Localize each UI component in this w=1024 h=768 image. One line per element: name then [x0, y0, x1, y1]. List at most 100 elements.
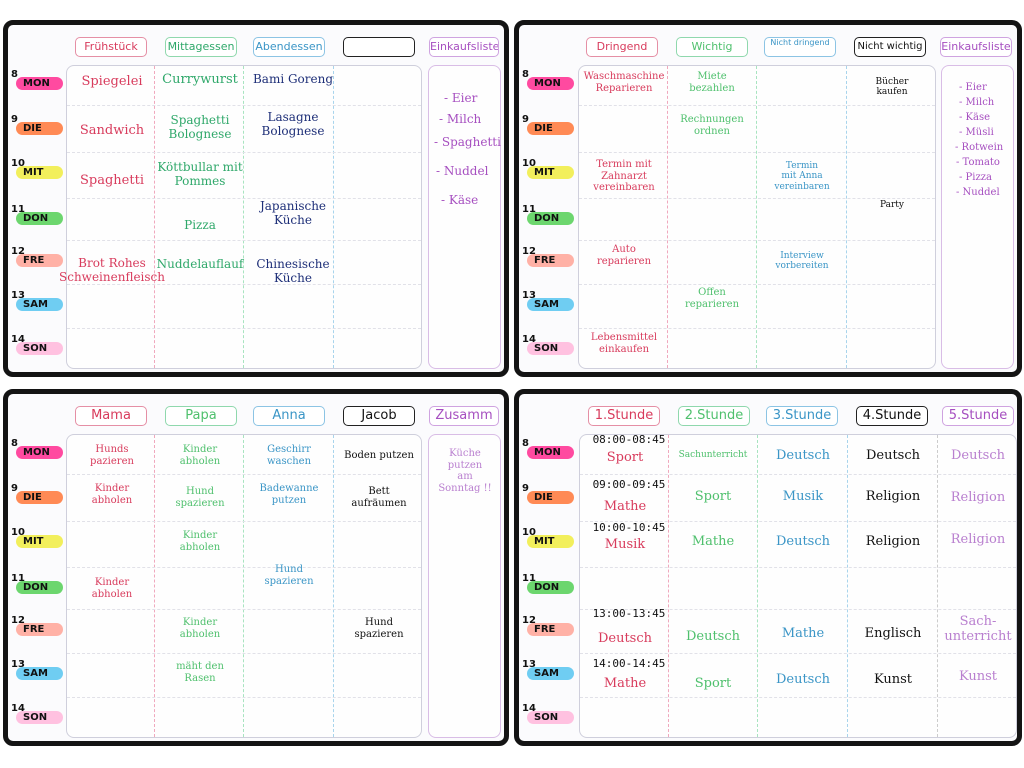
day-label-mon: 8 MON — [10, 438, 63, 460]
chores-grid — [66, 434, 422, 738]
dringend-mon: Waschmaschine Reparieren — [583, 71, 665, 94]
breakfast-mit: Spaghetti — [80, 173, 144, 188]
timetable-grid — [579, 434, 1017, 738]
nicht-wichtig-mon: Bücher kaufen — [875, 77, 909, 98]
papa-mit: Kinder abholen — [179, 530, 221, 553]
header-stunde-4: 4.Stunde — [856, 406, 928, 426]
header-stunde-3: 3.Stunde — [766, 406, 838, 426]
header-nicht-dringend: Nicht dringend — [764, 37, 836, 57]
s2-mit: Mathe — [691, 534, 735, 549]
header-stunde-5: 5.Stunde — [942, 406, 1014, 426]
list-item: - Eier — [959, 82, 987, 93]
mama-die: Kinder abholen — [91, 483, 133, 506]
time-sam: 14:00-14:45 — [592, 657, 666, 670]
breakfast-mon: Spiegelei — [81, 74, 143, 89]
list-item: - Müsli — [959, 127, 994, 138]
time-mit: 10:00-10:45 — [592, 521, 666, 534]
list-item: - Nuddel — [956, 187, 1000, 198]
together-panel — [428, 434, 501, 738]
day-label-die: 9 DIE — [521, 114, 574, 136]
anna-don: Hund spazieren — [264, 564, 314, 587]
lunch-mon: Currywurst — [162, 72, 238, 87]
day-label-mon: 8 MON — [521, 69, 574, 91]
header-einkaufsliste: Einkaufsliste — [940, 37, 1012, 57]
s4-fre: Englisch — [864, 626, 922, 641]
papa-mon: Kinder abholen — [179, 444, 221, 467]
header-fruehstueck: Frühstück — [75, 37, 147, 57]
list-item: - Spaghetti — [434, 135, 501, 149]
day-label-mit: 10 MIT — [521, 527, 574, 549]
s4-sam: Kunst — [873, 672, 913, 687]
nicht-dringend-mit: Termin mit Anna vereinbaren — [774, 161, 830, 192]
day-label-fre: 12 FRE — [10, 246, 63, 268]
day-label-sam: 13 SAM — [10, 290, 63, 312]
day-label-mon: 8 MON — [10, 69, 63, 91]
nicht-dringend-fre: Interview vorbereiten — [775, 251, 829, 272]
mama-mon: Hunds pazieren — [90, 444, 134, 467]
shopping-list-panel — [428, 65, 501, 369]
day-label-mon: 8 MON — [521, 438, 574, 460]
header-zusamm: Zusamm — [429, 406, 499, 426]
time-fre: 13:00-13:45 — [592, 607, 666, 620]
s5-sam: Kunst — [958, 669, 998, 684]
header-anna: Anna — [253, 406, 325, 426]
wichtig-mon: Miete bezahlen — [689, 71, 735, 94]
s2-die: Sport — [694, 489, 732, 504]
anna-die: Badewanne putzen — [259, 483, 319, 506]
list-item: - Milch — [439, 112, 482, 126]
s1-mon: Sport — [606, 450, 644, 465]
day-label-don: 11 DON — [521, 573, 574, 595]
day-label-mit: 10 MIT — [10, 158, 63, 180]
dringend-mit: Termin mit Zahnarzt vereinbaren — [593, 159, 655, 193]
s3-mon: Deutsch — [775, 448, 831, 463]
day-label-don: 11 DON — [521, 204, 574, 226]
day-label-son: 14 SON — [521, 703, 574, 725]
day-label-son: 14 SON — [10, 334, 63, 356]
breakfast-fre: Brot Rohes Schweinenfleisch — [59, 256, 165, 284]
list-item: - Käse — [959, 112, 991, 123]
day-label-die: 9 DIE — [10, 114, 63, 136]
header-dringend: Dringend — [586, 37, 658, 57]
list-item: - Eier — [444, 91, 478, 105]
day-label-son: 14 SON — [521, 334, 574, 356]
mama-don: Kinder abholen — [91, 577, 133, 600]
dinner-don: Japanische Küche — [259, 199, 327, 227]
shopping-list-panel — [941, 65, 1014, 369]
header-jacob: Jacob — [343, 406, 415, 426]
family-chores-board: Mama Papa Anna Jacob Zusamm 8 MON 9 DIE 10… — [3, 389, 509, 746]
nicht-wichtig-don: Party — [879, 200, 905, 210]
dringend-son: Lebensmittel einkaufen — [590, 332, 658, 355]
meal-planner-board: Frühstück Mittagessen Abendessen Einkauf… — [3, 20, 509, 377]
papa-sam: mäht den Rasen — [176, 661, 224, 684]
s1-sam: Mathe — [603, 676, 647, 691]
time-mon: 08:00-08:45 — [592, 433, 666, 446]
day-label-sam: 13 SAM — [521, 290, 574, 312]
list-item: - Rotwein — [955, 142, 1004, 153]
time-die: 09:00-09:45 — [592, 478, 666, 491]
day-label-fre: 12 FRE — [521, 246, 574, 268]
s1-fre: Deutsch — [597, 631, 653, 646]
day-label-mit: 10 MIT — [521, 158, 574, 180]
dinner-die: Lasagne Bolognese — [261, 110, 325, 138]
list-item: - Pizza — [959, 172, 992, 183]
header-stunde-1: 1.Stunde — [588, 406, 660, 426]
s2-mon: Sachunterricht — [678, 450, 748, 460]
header-mittagessen: Mittagessen — [165, 37, 237, 57]
header-nicht-wichtig: Nicht wichtig — [854, 37, 926, 57]
breakfast-die: Sandwich — [79, 123, 145, 138]
s3-sam: Deutsch — [775, 672, 831, 687]
s2-sam: Sport — [694, 676, 732, 691]
school-timetable-board: 1.Stunde 2.Stunde 3.Stunde 4.Stunde 5.St… — [514, 389, 1022, 746]
list-item: - Käse — [441, 193, 479, 207]
header-einkaufsliste: Einkaufsliste — [429, 37, 499, 57]
s5-mit: Religion — [950, 532, 1006, 547]
dringend-fre: Auto reparieren — [596, 244, 652, 267]
header-abendessen: Abendessen — [253, 37, 325, 57]
priority-planner-board: Dringend Wichtig Nicht dringend Nicht wi… — [514, 20, 1022, 377]
header-stunde-2: 2.Stunde — [678, 406, 750, 426]
s3-fre: Mathe — [781, 626, 825, 641]
day-label-fre: 12 FRE — [10, 615, 63, 637]
wichtig-sam: Offen reparieren — [684, 287, 740, 310]
s4-die: Religion — [865, 489, 921, 504]
day-label-sam: 13 SAM — [10, 659, 63, 681]
